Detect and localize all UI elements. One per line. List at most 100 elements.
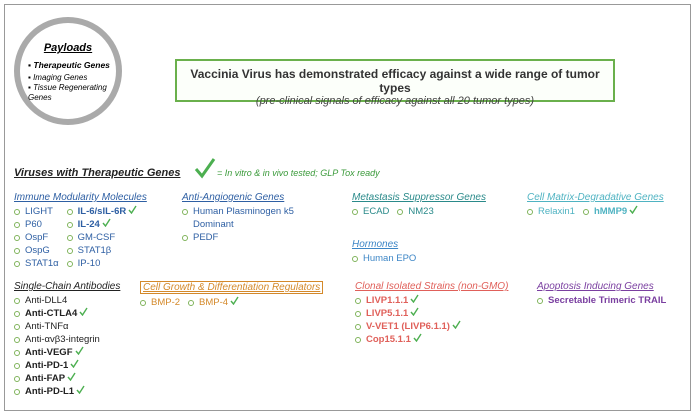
bullet bbox=[14, 363, 20, 369]
bullet bbox=[355, 337, 361, 343]
gene-label: Anti-CTLA4 bbox=[25, 308, 78, 319]
gene-item: PEDF bbox=[182, 231, 313, 244]
bullet bbox=[14, 376, 20, 382]
gene-item: Anti-DLL4 bbox=[14, 294, 100, 307]
bullet bbox=[14, 235, 20, 241]
group-title: Hormones bbox=[352, 239, 399, 250]
gene-item: OspG bbox=[14, 244, 59, 257]
group-column: Human Plasminogen k5 Dominant PEDF bbox=[182, 205, 313, 244]
check-icon bbox=[70, 359, 79, 372]
payload-item: Therapeutic Genes bbox=[28, 60, 118, 70]
gene-label: STAT1α bbox=[25, 258, 59, 269]
bullet bbox=[352, 256, 358, 262]
gene-group: Immune Modularity Molecules LIGHT P60 OspF O… bbox=[14, 192, 147, 270]
bullet bbox=[66, 222, 73, 228]
gene-group: Cell Growth & Differentiation Regulators… bbox=[140, 281, 324, 309]
gene-item: P60 bbox=[14, 218, 59, 231]
bullet bbox=[66, 235, 73, 241]
bullet bbox=[352, 209, 358, 215]
gene-item: NM23 bbox=[397, 205, 434, 218]
gene-label: LIVP5.1.1 bbox=[366, 308, 409, 319]
gene-item: Human EPO bbox=[352, 252, 416, 265]
gene-item: Anti-FAP bbox=[14, 372, 100, 385]
bullet bbox=[582, 209, 589, 215]
gene-label: Anti-DLL4 bbox=[25, 295, 68, 306]
bullet bbox=[140, 300, 146, 306]
group-columns: Anti-DLL4 Anti-CTLA4 Anti-TNFα Anti-αvβ3-in… bbox=[14, 294, 120, 398]
bullet bbox=[188, 300, 195, 306]
gene-item: Anti-PD-1 bbox=[14, 359, 100, 372]
group-column: Relaxin1 bbox=[527, 205, 575, 218]
group-title: Anti-Angiogenic Genes bbox=[182, 192, 285, 203]
gene-item: STAT1β bbox=[66, 244, 138, 257]
group-title: Immune Modularity Molecules bbox=[14, 192, 147, 203]
group-columns: Human EPO bbox=[352, 252, 416, 265]
group-column: IL-6/sIL-6R IL-24 GM-CSF STAT1β IP-10 bbox=[66, 205, 138, 270]
gene-group: Metastasis Suppressor Genes ECAD NM23 bbox=[352, 192, 486, 218]
gene-item: Cop15.1.1 bbox=[355, 333, 461, 346]
gene-item: Anti-CTLA4 bbox=[14, 307, 100, 320]
check-icon bbox=[410, 294, 419, 307]
bullet bbox=[537, 298, 543, 304]
gene-label: ECAD bbox=[363, 206, 390, 217]
bullet bbox=[14, 324, 20, 330]
gene-group: Cell Matrix-Degradative Genes Relaxin1 hMM… bbox=[527, 192, 664, 218]
group-title: Cell Matrix-Degradative Genes bbox=[527, 192, 664, 203]
gene-item: IL-6/sIL-6R bbox=[66, 205, 138, 218]
gene-item: LIGHT bbox=[14, 205, 59, 218]
frame bbox=[4, 4, 691, 411]
headline-box: Vaccinia Virus has demonstrated efficacy… bbox=[175, 59, 615, 107]
group-column: Human EPO bbox=[352, 252, 416, 265]
gene-item: Human Plasminogen k5 Dominant bbox=[182, 205, 313, 231]
gene-label: Anti-FAP bbox=[25, 373, 66, 384]
gene-group: Anti-Angiogenic Genes Human Plasminogen k… bbox=[182, 192, 313, 244]
check-icon bbox=[452, 320, 461, 333]
gene-label: Human EPO bbox=[363, 253, 417, 264]
bullet bbox=[66, 209, 73, 215]
bullet bbox=[182, 209, 188, 215]
group-title: Single-Chain Antibodies bbox=[14, 281, 121, 292]
gene-item: V-VET1 (LIVP6.1.1) bbox=[355, 320, 461, 333]
group-columns: Secretable Trimeric TRAIL bbox=[537, 294, 666, 307]
gene-item: BMP-4 bbox=[188, 296, 239, 309]
check-icon bbox=[629, 205, 638, 218]
gene-item: Anti-PD-L1 bbox=[14, 385, 100, 398]
gene-label: V-VET1 (LIVP6.1.1) bbox=[366, 321, 450, 332]
gene-label: BMP-2 bbox=[151, 297, 181, 308]
bullet bbox=[397, 209, 404, 215]
gene-label: hMMP9 bbox=[593, 206, 628, 217]
group-columns: Human Plasminogen k5 Dominant PEDF bbox=[182, 205, 313, 244]
gene-label: IL-24 bbox=[77, 219, 100, 230]
group-column: Anti-DLL4 Anti-CTLA4 Anti-TNFα Anti-αvβ3-in… bbox=[14, 294, 100, 398]
gene-item: STAT1α bbox=[14, 257, 59, 270]
group-column: Secretable Trimeric TRAIL bbox=[537, 294, 666, 307]
bullet bbox=[14, 311, 20, 317]
legend-text: = In vitro & in vivo tested; GLP Tox rea… bbox=[217, 168, 380, 178]
gene-label: LIVP1.1.1 bbox=[366, 295, 409, 306]
group-column: NM23 bbox=[397, 205, 434, 218]
bullet bbox=[14, 337, 20, 343]
bullet bbox=[14, 389, 20, 395]
gene-group: Single-Chain Antibodies Anti-DLL4 Anti-CTL… bbox=[14, 281, 120, 398]
group-column: ECAD bbox=[352, 205, 389, 218]
group-title: Cell Growth & Differentiation Regulators bbox=[140, 281, 324, 294]
group-title: Clonal Isolated Strains (non-GMO) bbox=[355, 281, 509, 292]
gene-item: LIVP1.1.1 bbox=[355, 294, 461, 307]
payload-circle bbox=[14, 17, 122, 125]
headline-subtitle: (pre-clinical signals of efficacy agains… bbox=[255, 95, 535, 107]
gene-label: Anti-αvβ3-integrin bbox=[25, 334, 100, 345]
bullet bbox=[14, 261, 20, 267]
group-columns: BMP-2 BMP-4 bbox=[140, 296, 323, 309]
group-title: Apoptosis Inducing Genes bbox=[537, 281, 654, 292]
check-icon bbox=[74, 346, 84, 359]
gene-label: Cop15.1.1 bbox=[366, 334, 411, 345]
gene-group: Clonal Isolated Strains (non-GMO) LIVP1.1… bbox=[355, 281, 508, 346]
bullet bbox=[182, 235, 188, 241]
gene-item: BMP-2 bbox=[140, 296, 180, 309]
group-column: BMP-4 bbox=[188, 296, 239, 309]
check-icon bbox=[76, 385, 85, 398]
gene-label: STAT1β bbox=[77, 245, 112, 256]
group-column: BMP-2 bbox=[140, 296, 180, 309]
gene-item: Anti-αvβ3-integrin bbox=[14, 333, 100, 346]
